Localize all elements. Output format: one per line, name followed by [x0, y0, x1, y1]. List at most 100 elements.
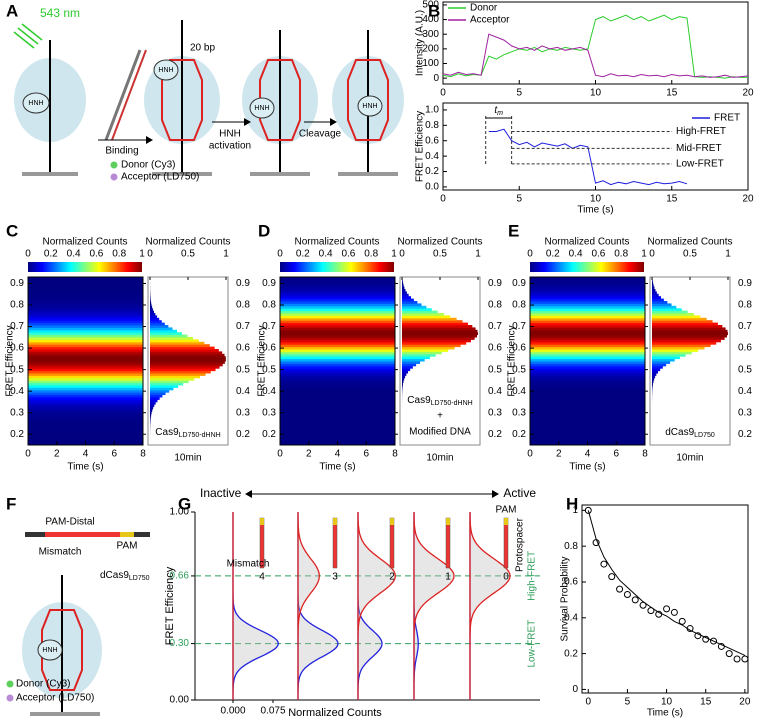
sub-label: tm	[494, 105, 503, 117]
hist-tick-label: 0.5	[683, 249, 697, 260]
heatmap-row	[530, 353, 645, 357]
y-tick-label: 0.4	[488, 386, 502, 397]
hist-row	[402, 377, 405, 381]
heatmap-row	[28, 334, 143, 338]
hist-row	[150, 368, 216, 372]
y-tick-label: 1.0	[425, 105, 439, 116]
heatmap-row	[28, 281, 143, 285]
y-tick-label: 0.7	[262, 321, 276, 332]
sub-label: Cas9LD750-dHNH	[407, 395, 472, 407]
heatmap-row	[530, 346, 645, 350]
heatmap-row	[280, 368, 395, 372]
heatmap-row	[530, 385, 645, 388]
hist-row	[150, 394, 163, 398]
heatmap-row	[280, 428, 395, 432]
sample-label: +	[437, 411, 443, 422]
heatmap-row	[280, 310, 395, 314]
heatmap-row	[28, 332, 143, 336]
pam-label: PAM	[496, 505, 517, 516]
heatmap-row	[280, 291, 395, 295]
hist-row	[402, 284, 404, 288]
y-tick-label: 0.3	[512, 407, 526, 418]
panel-label: B	[428, 1, 440, 20]
y-axis-label: Survival Probability	[560, 556, 571, 641]
x-tick-label: 5	[516, 194, 522, 205]
heatmap-row	[280, 313, 395, 316]
x-tick-label: 10	[590, 194, 602, 205]
heatmap-row	[28, 293, 143, 297]
hist-row	[402, 365, 413, 369]
heatmap-row	[530, 406, 645, 410]
hist-row	[150, 385, 179, 388]
data-point	[741, 655, 749, 663]
hist-row	[652, 344, 711, 348]
hist-row	[652, 373, 657, 376]
hist-row	[402, 322, 468, 326]
heatmap-row	[28, 411, 143, 415]
heatmap-row	[28, 329, 143, 333]
heatmap-row	[530, 435, 645, 439]
heatmap-row	[530, 358, 645, 362]
hist-row	[652, 380, 654, 384]
heatmap-row	[530, 430, 645, 434]
x-axis-label: Normalized Counts	[288, 707, 382, 719]
y-tick-label: 0.66	[170, 571, 190, 582]
heatmap-row	[28, 435, 143, 439]
heatmap-row	[530, 349, 645, 352]
heatmap-row	[280, 346, 395, 350]
heatmap-row	[530, 329, 645, 333]
heatmap-row	[530, 317, 645, 321]
hist-row	[652, 279, 653, 283]
hist-row	[652, 332, 728, 336]
heatmap-row	[530, 368, 645, 372]
hist-row	[150, 322, 165, 326]
panel-label: E	[508, 221, 519, 240]
heatmap-row	[530, 418, 645, 422]
hist-row	[150, 361, 225, 364]
hist-row	[150, 380, 189, 384]
y-tick-label: 0.4	[425, 151, 439, 162]
heatmap-row	[280, 327, 395, 331]
x-tick-label: 15	[700, 697, 712, 708]
dna-glyph	[445, 517, 451, 569]
x-tick-label: 8	[392, 449, 398, 460]
hist-row	[150, 411, 152, 415]
hist-row	[402, 329, 478, 333]
y-tick-label: 0.0	[425, 182, 439, 193]
y-tick-label: 0.9	[488, 278, 502, 289]
heatmap-row	[530, 322, 645, 326]
hist-row	[150, 332, 183, 336]
y-axis-label: FRET Efficiency	[5, 325, 16, 396]
heatmap-row	[280, 308, 395, 312]
hist-row	[402, 315, 451, 319]
heatmap-row	[28, 416, 143, 420]
x-tick-label: 0	[440, 194, 446, 205]
heatmap-row	[530, 325, 645, 328]
x-tick-label: 20	[742, 88, 754, 99]
pam-glyph	[390, 518, 394, 525]
y-tick-label: 0	[433, 73, 439, 84]
dna-glyph	[503, 517, 509, 569]
hist-row	[652, 317, 707, 321]
f-label: PAM-Distal	[45, 517, 94, 528]
y-tick-label: 0.7	[488, 321, 502, 332]
laser	[13, 23, 43, 49]
sub-label: dCas9LD750	[665, 427, 715, 439]
x-tick-label: 15	[666, 88, 678, 99]
y-tick-label: 100	[422, 58, 439, 69]
colorbar-tick-label: 0.4	[569, 249, 583, 260]
heatmap-row	[530, 351, 645, 355]
y-tick-label: 1	[572, 505, 578, 516]
hist-row	[402, 320, 463, 324]
hist-row	[652, 385, 653, 388]
hist-row	[402, 303, 422, 307]
colorbar	[530, 262, 644, 272]
heatmap-row	[280, 284, 395, 288]
hist-row	[150, 373, 206, 376]
data-point	[663, 605, 671, 613]
x-tick-label: 0.075	[260, 706, 285, 717]
x-tick-label: 8	[140, 449, 146, 460]
hist-row	[150, 399, 158, 403]
heatmap-row	[28, 322, 143, 326]
heatmap-row	[28, 361, 143, 364]
